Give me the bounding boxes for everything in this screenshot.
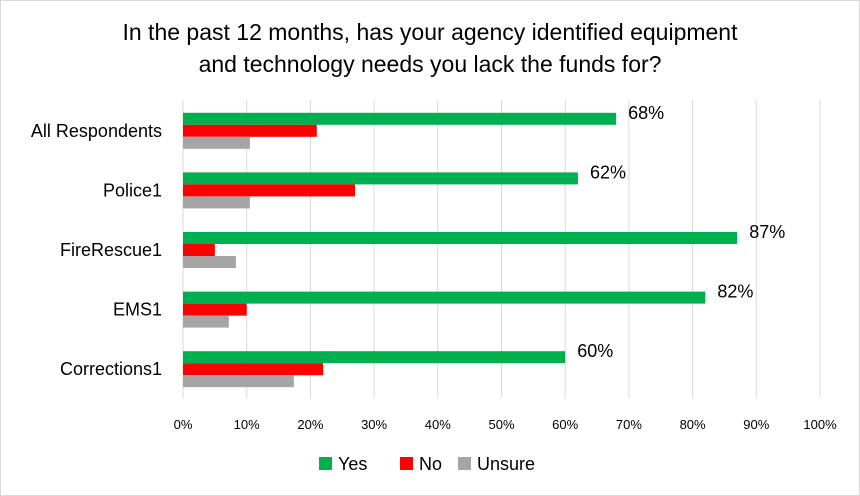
x-tick-label: 100%	[803, 417, 837, 432]
legend-swatch-yes	[319, 457, 332, 470]
x-tick-label: 70%	[616, 417, 642, 432]
bar-unsure-1	[183, 196, 250, 209]
x-tick-label: 40%	[425, 417, 451, 432]
bar-unsure-3	[183, 315, 229, 328]
bar-unsure-2	[183, 256, 236, 268]
bar-unsure-0	[183, 136, 250, 149]
bar-unsure-4	[183, 375, 294, 388]
legend-swatch-unsure	[458, 457, 471, 470]
data-label: 60%	[577, 341, 613, 361]
x-tick-label: 60%	[552, 417, 578, 432]
bar-no-3	[183, 303, 247, 316]
x-tick-label: 50%	[488, 417, 514, 432]
data-label: 62%	[590, 162, 626, 182]
x-tick-label: 80%	[680, 417, 706, 432]
category-label: Police1	[103, 180, 162, 200]
data-label: 68%	[628, 103, 664, 123]
category-label: EMS1	[113, 300, 162, 320]
bar-yes-4	[183, 351, 566, 364]
data-label: 82%	[717, 282, 753, 302]
bars	[183, 112, 738, 388]
category-label: Corrections1	[60, 359, 162, 379]
legend-swatch-no	[400, 457, 413, 470]
bar-yes-1	[183, 172, 578, 185]
legend-label-no: No	[419, 454, 442, 474]
bar-yes-3	[183, 291, 706, 304]
chart-title-line-2: and technology needs you lack the funds …	[198, 51, 662, 77]
data-label: 87%	[749, 222, 785, 242]
x-tick-label: 20%	[297, 417, 323, 432]
legend: Yes No Unsure	[319, 454, 535, 474]
bar-yes-0	[183, 112, 617, 125]
x-tick-label: 10%	[234, 417, 260, 432]
chart-title-line-1: In the past 12 months, has your agency i…	[122, 19, 738, 45]
bar-no-4	[183, 363, 324, 376]
grid-lines	[182, 100, 821, 398]
x-tick-label: 90%	[743, 417, 769, 432]
legend-label-yes: Yes	[338, 454, 367, 474]
bar-no-2	[183, 244, 215, 256]
x-tick-label: 0%	[174, 417, 193, 432]
legend-label-unsure: Unsure	[477, 454, 535, 474]
category-label: FireRescue1	[60, 240, 162, 260]
bar-yes-2	[183, 232, 738, 244]
x-tick-label: 30%	[361, 417, 387, 432]
bar-no-0	[183, 124, 317, 137]
category-label: All Respondents	[31, 121, 162, 141]
labels: 0% 10% 20% 30% 40% 50% 60% 70% 80% 90% 100% 68% All …	[31, 103, 837, 432]
bar-no-1	[183, 184, 355, 197]
